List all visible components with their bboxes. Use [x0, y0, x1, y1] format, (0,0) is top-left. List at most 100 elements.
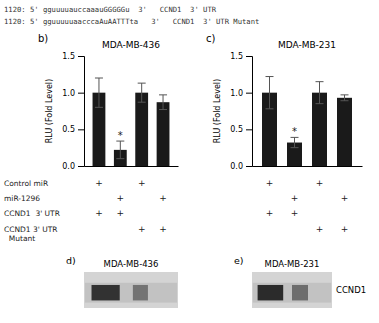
tick-mark [246, 166, 252, 167]
table-cell: + [138, 178, 146, 188]
table-cell: + [117, 208, 125, 218]
error-bar [116, 141, 124, 159]
tick: 0.5 [62, 125, 84, 134]
table-cell: + [159, 224, 167, 234]
error-line [120, 141, 121, 159]
blot-background [252, 272, 332, 308]
error-cap [159, 109, 167, 110]
blot-band [92, 285, 120, 300]
blot-panel: MDA-MB-436 d) [66, 255, 178, 308]
tick-label: 1.5 [230, 52, 243, 61]
error-cap [291, 147, 299, 148]
y-axis-title: RLU (Fold Level) [213, 79, 222, 143]
error-bar [291, 137, 299, 147]
table-cell: + [316, 224, 324, 234]
error-cap [341, 94, 349, 95]
panel-label: d) [66, 255, 76, 266]
y-axis-title: RLU (Fold Level) [45, 79, 54, 143]
blot-background [84, 272, 178, 308]
y-axis: 0.0 0.5 1.0 1.5 [230, 52, 252, 171]
error-bar [341, 95, 349, 101]
table-cell: + [266, 178, 274, 188]
chart-svg: 1120: 5' gguuuuauccaaauGGGGGu 3' CCND1 3… [0, 0, 379, 323]
error-cap [266, 108, 274, 109]
blot-panel: MDA-MB-231 e) CCND1 [234, 255, 366, 308]
axis-line [246, 57, 253, 167]
tick-label: 1.5 [62, 52, 75, 61]
error-line [163, 95, 164, 110]
x-axis [253, 166, 363, 167]
condition-table: Control miRmiR-1296CCND1 3' UTRCCND1 3' … [4, 178, 348, 243]
tick-label: 0.0 [62, 162, 75, 171]
panel-label: e) [234, 255, 244, 266]
table-cell: + [117, 193, 125, 203]
tick-label: 0.0 [230, 162, 243, 171]
error-line [344, 95, 345, 101]
panel-label: b) [38, 33, 48, 44]
error-cap [138, 83, 146, 84]
table-cell: + [316, 178, 324, 188]
blot-membrane [85, 283, 177, 303]
error-cap [341, 100, 349, 101]
header-line: 1120: 5' gguuuuauccaaauGGGGGu 3' CCND1 3… [4, 5, 217, 14]
blot-band [133, 285, 148, 300]
row-label: CCND1 3' UTR Mutant [4, 225, 58, 243]
tick-mark [246, 56, 252, 57]
bar [312, 93, 327, 166]
blot-title: MDA-MB-436 [104, 259, 159, 269]
error-line [141, 83, 142, 102]
error-line [294, 137, 295, 147]
table-cell: + [341, 193, 349, 203]
tick-mark [78, 93, 84, 94]
row-label: CCND1 3' UTR [4, 209, 60, 218]
error-bar [316, 82, 324, 104]
tick: 1.0 [62, 89, 84, 98]
error-cap [266, 76, 274, 77]
table-cell: + [291, 193, 299, 203]
error-cap [159, 94, 167, 95]
tick-mark [246, 129, 252, 130]
title: MDA-MB-436 [102, 40, 160, 50]
x-axis [85, 166, 179, 167]
tick: 1.0 [230, 89, 252, 98]
bar [157, 102, 170, 166]
blot-membrane [253, 283, 331, 303]
plot-area [262, 77, 352, 166]
row-label: Control miR [4, 179, 48, 188]
tick-label: 0.5 [62, 125, 75, 134]
tick-label: 0.5 [230, 125, 243, 134]
error-bar [266, 77, 274, 109]
error-line [269, 77, 270, 109]
tick-mark [246, 93, 252, 94]
panel-label: c) [206, 33, 215, 44]
blot-title: MDA-MB-231 [265, 259, 320, 269]
bar-panel: 0.0 0.5 1.0 1.5 RLU (Fold Level) MDA-MB-231 c)… [206, 33, 363, 171]
table-cell: + [341, 224, 349, 234]
error-cap [95, 107, 103, 108]
tick: 1.5 [230, 52, 252, 61]
y-axis: 0.0 0.5 1.0 1.5 [62, 52, 84, 171]
error-cap [316, 81, 324, 82]
tick-mark [78, 129, 84, 130]
annotation: * [118, 130, 123, 141]
tick: 1.5 [62, 52, 84, 61]
error-bar [138, 83, 146, 102]
annotation: * [292, 126, 297, 137]
tick: 0.5 [230, 125, 252, 134]
error-line [98, 78, 99, 107]
tick: 0.0 [62, 162, 84, 171]
table-cell: + [291, 208, 299, 218]
tick-mark [78, 166, 84, 167]
error-bar [159, 95, 167, 110]
table-cell: + [138, 224, 146, 234]
figure: 1120: 5' gguuuuauccaaauGGGGGu 3' CCND1 3… [0, 0, 379, 323]
band-label: CCND1 [336, 285, 366, 295]
title: MDA-MB-231 [278, 40, 336, 50]
table-cell: + [266, 208, 274, 218]
axis-line [78, 57, 85, 167]
error-bar [95, 78, 103, 107]
table-cell: + [95, 208, 103, 218]
tick-mark [78, 56, 84, 57]
error-cap [138, 102, 146, 103]
plot-area [93, 78, 170, 166]
